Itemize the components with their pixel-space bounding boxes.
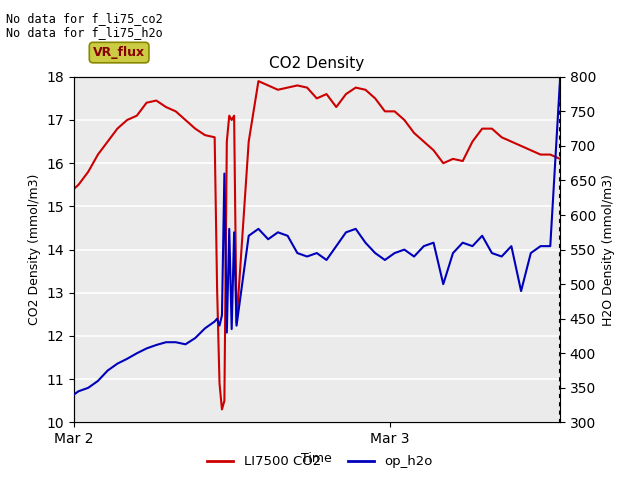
Text: No data for f_li75_co2: No data for f_li75_co2 bbox=[6, 12, 163, 25]
Title: CO2 Density: CO2 Density bbox=[269, 57, 364, 72]
Y-axis label: H2O Density (mmol/m3): H2O Density (mmol/m3) bbox=[602, 174, 614, 325]
Legend: LI7500 CO2, op_h2o: LI7500 CO2, op_h2o bbox=[202, 450, 438, 473]
X-axis label: Time: Time bbox=[301, 452, 332, 465]
Y-axis label: CO2 Density (mmol/m3): CO2 Density (mmol/m3) bbox=[28, 174, 40, 325]
Text: VR_flux: VR_flux bbox=[93, 46, 145, 59]
Text: No data for f_li75_h2o: No data for f_li75_h2o bbox=[6, 26, 163, 39]
